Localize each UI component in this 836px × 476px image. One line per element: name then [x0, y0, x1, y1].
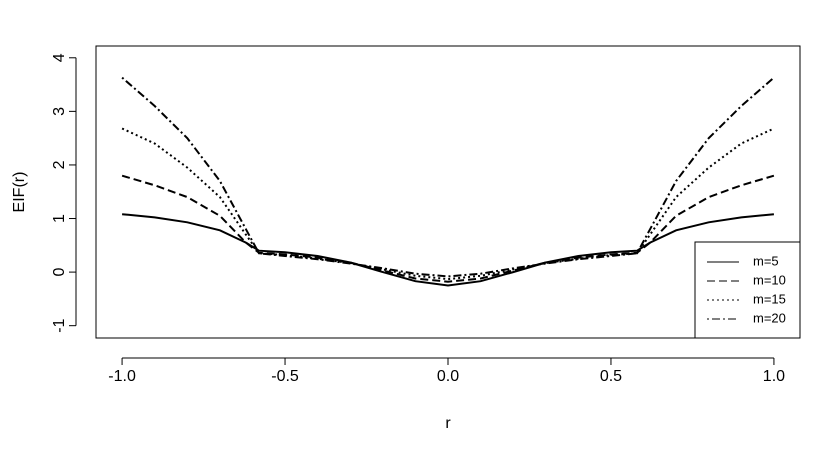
- x-axis-label: r: [445, 415, 451, 432]
- x-tick-label: 0.5: [600, 368, 622, 385]
- x-tick-label: -1.0: [108, 368, 136, 385]
- x-tick-label: 0.0: [437, 368, 459, 385]
- legend-label: m=10: [753, 272, 786, 287]
- series-line: [122, 213, 774, 287]
- y-tick-label: 4: [51, 53, 68, 62]
- y-axis-label: EIF(r): [11, 172, 28, 213]
- x-tick-label: -0.5: [271, 368, 299, 385]
- series-line: [121, 127, 775, 281]
- y-tick-label: 3: [51, 107, 68, 116]
- legend-label: m=5: [753, 253, 779, 268]
- y-tick-label: -1: [51, 318, 68, 332]
- y-tick-label: 0: [51, 268, 68, 277]
- plot-frame: [95, 45, 801, 339]
- legend-box: [694, 241, 801, 339]
- series-line: [121, 76, 775, 278]
- y-tick-label: 2: [51, 160, 68, 169]
- legend-label: m=15: [753, 291, 786, 306]
- legend-label: m=20: [753, 310, 786, 325]
- x-tick-label: 1.0: [763, 368, 785, 385]
- series-line: [121, 174, 775, 283]
- y-tick-label: 1: [51, 214, 68, 223]
